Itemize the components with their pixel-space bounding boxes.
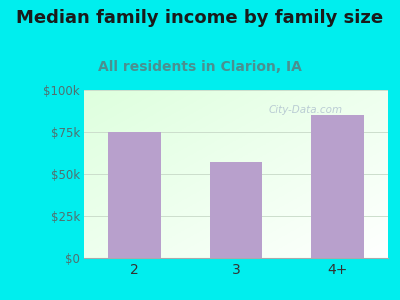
Bar	[108, 132, 161, 258]
Bar	[210, 162, 262, 258]
Text: City-Data.com: City-Data.com	[269, 105, 343, 115]
Bar	[311, 115, 364, 258]
Text: All residents in Clarion, IA: All residents in Clarion, IA	[98, 60, 302, 74]
Text: Median family income by family size: Median family income by family size	[16, 9, 384, 27]
